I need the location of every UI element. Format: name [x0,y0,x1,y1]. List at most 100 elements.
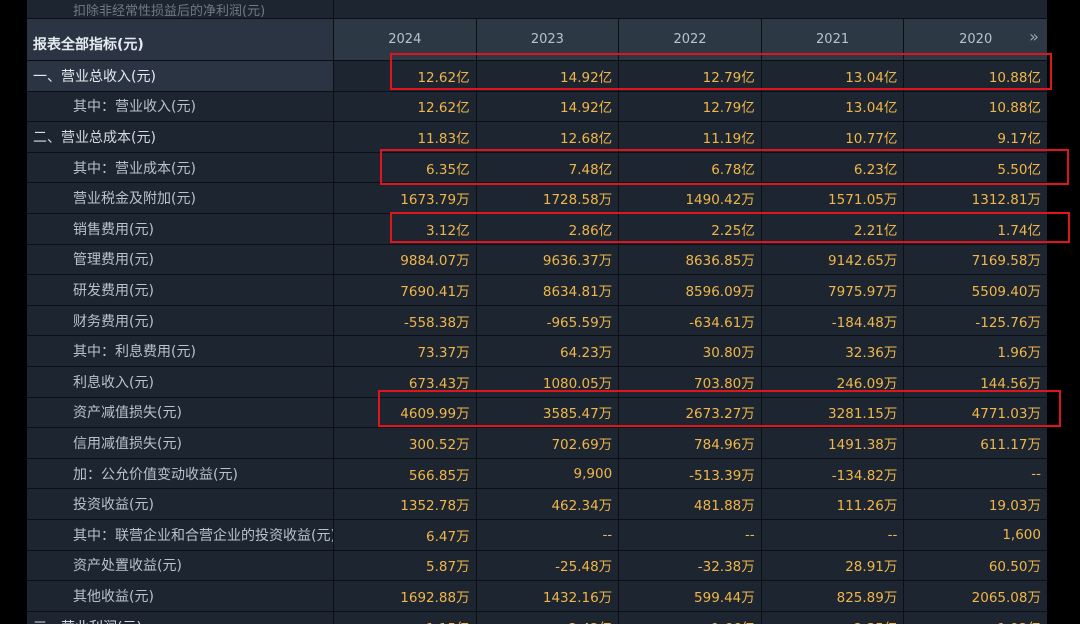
value-cell-2021: 28.91万 [762,550,905,581]
row-label: 资产减值损失(元) [27,397,334,428]
value-cell-2020: 1.96万 [997,345,1041,362]
row-label: 研发费用(元) [27,275,334,305]
value-cell-2024: 4609.99万 [334,397,477,428]
value-cell-2023: 64.23万 [477,336,620,366]
header-row: 报表全部指标(元) 2024 2023 2022 2021 2020 » [27,18,1047,60]
double-chevron-right-icon[interactable]: » [1029,27,1039,46]
value-cell-2021: 9142.65万 [762,244,905,275]
value-cell-2024: 7690.41万 [334,275,477,305]
value-cell-2020: 5509.40万 [971,283,1041,300]
year-header-2023[interactable]: 2023 [476,19,620,60]
value-cell-2020: -125.76万 [975,314,1041,331]
row-label: 管理费用(元) [27,244,334,275]
row-label: 其中：联营企业和合营企业的投资收益(元) [27,520,334,550]
table-row[interactable]: 资产减值损失(元) 4609.99万 3585.47万 2673.27万 3281.15… [27,396,1047,428]
value-cell-2022: 784.96万 [619,428,762,458]
value-cell-2022: 1.66亿 [619,611,762,624]
year-header-2024[interactable]: 2024 [334,19,477,60]
value-cell-2020: 7169.58万 [971,253,1041,270]
value-cell-2023: -965.59万 [477,305,620,336]
row-label: 其中：利息费用(元) [27,336,334,366]
value-cell-2021: 825.89万 [762,581,905,611]
value-cell-2024: 6.35亿 [334,152,477,183]
row-label: 其他收益(元) [27,581,334,611]
row-label: 利息收入(元) [27,367,334,397]
table-row[interactable]: 一、营业总收入(元) 12.62亿 14.92亿 12.79亿 13.04亿 10.88亿 [27,60,1047,91]
value-cell-2020: 10.88亿 [988,100,1041,117]
value-cell-2022: 6.78亿 [619,152,762,183]
table-title: 报表全部指标(元) [27,19,334,60]
table-row[interactable]: 研发费用(元) 7690.41万 8634.81万 8596.09万 7975.97万 5… [27,274,1047,305]
value-cell-2023: 3585.47万 [477,397,620,428]
value-cell-2021: -184.48万 [762,305,905,336]
value-cell-2020: 1,600 [1002,526,1041,543]
row-label: 二、营业总成本(元) [27,122,334,152]
year-header-2020-label: 2020 [959,32,993,47]
value-cell-2021: 3281.15万 [762,397,905,428]
table-row[interactable]: 财务费用(元) -558.38万 -965.59万 -634.61万 -184.48万 -… [27,304,1047,336]
income-statement-table: 扣除非经常性损益后的净利润(元) 报表全部指标(元) 2024 2023 202… [27,0,1047,624]
value-cell-2024: 12.62亿 [334,61,477,91]
table-row[interactable]: 管理费用(元) 9884.07万 9636.37万 8636.85万 9142.65万 7… [27,243,1047,275]
value-cell-2024: 1692.88万 [334,581,477,611]
value-cell-2022: -- [619,520,762,550]
value-cell-2024: 1673.79万 [334,183,477,213]
value-cell-2020: 2065.08万 [971,589,1041,606]
value-cell-2021: -- [762,520,905,550]
previous-row-partial: 扣除非经常性损益后的净利润(元) [27,0,1047,18]
table-row[interactable]: 其中：利息费用(元) 73.37万 64.23万 30.80万 32.36万 1.96万 [27,335,1047,366]
value-cell-2024: 300.52万 [334,428,477,458]
value-cell-2021: 13.04亿 [762,91,905,122]
value-cell-2021: 2.35亿 [762,611,905,624]
row-label: 加：公允价值变动收益(元) [27,458,334,489]
value-cell-2020: 5.50亿 [997,161,1041,178]
value-cell-2022: 12.79亿 [619,91,762,122]
table-row[interactable]: 三、营业利润(元)1.15亿2.42亿1.66亿2.35亿1.92亿 [27,610,1047,624]
value-cell-2024: 566.85万 [334,458,477,489]
value-cell-2021: -134.82万 [762,458,905,489]
value-cell-2024: 1.15亿 [334,611,477,624]
table-row[interactable]: 其他收益(元) 1692.88万 1432.16万 599.44万 825.89万 206… [27,580,1047,611]
table-row[interactable]: 销售费用(元) 3.12亿 2.86亿 2.25亿 2.21亿 1.74亿 [27,213,1047,244]
table-row[interactable]: 资产处置收益(元) 5.87万 -25.48万 -32.38万 28.91万 60.50万 [27,549,1047,581]
value-cell-2024: 9884.07万 [334,244,477,275]
value-cell-2022: 481.88万 [619,489,762,519]
value-cell-2020: 9.17亿 [997,130,1041,147]
table-row[interactable]: 利息收入(元) 673.43万 1080.05万 703.80万 246.09万 144.… [27,366,1047,397]
year-header-2022[interactable]: 2022 [619,19,762,60]
table-row[interactable]: 二、营业总成本(元) 11.83亿 12.68亿 11.19亿 10.77亿 9.17亿 [27,121,1047,152]
value-cell-2022: -634.61万 [619,305,762,336]
value-cell-2020: 611.17万 [980,436,1041,453]
year-header-2020[interactable]: 2020 » [904,19,1047,60]
table-row[interactable]: 其中：营业成本(元) 6.35亿 7.48亿 6.78亿 6.23亿 5.50亿 [27,151,1047,183]
value-cell-2021: 6.23亿 [762,152,905,183]
row-label: 营业税金及附加(元) [27,183,334,213]
table-row[interactable]: 其中：联营企业和合营企业的投资收益(元) 6.47万 -- -- -- 1,600 [27,519,1047,550]
value-cell-2022: -32.38万 [619,550,762,581]
row-label: 三、营业利润(元) [27,611,334,624]
value-cell-2022: 2673.27万 [619,397,762,428]
table-row[interactable]: 营业税金及附加(元) 1673.79万 1728.58万 1490.42万 1571.0… [27,182,1047,213]
value-cell-2024: 73.37万 [334,336,477,366]
value-cell-2022: 2.25亿 [619,214,762,244]
value-cell-2021: 32.36万 [762,336,905,366]
table-row[interactable]: 信用减值损失(元) 300.52万 702.69万 784.96万 1491.38万 61… [27,427,1047,458]
value-cell-2022: 30.80万 [619,336,762,366]
row-label: 销售费用(元) [27,214,334,244]
table-row[interactable]: 其中：营业收入(元) 12.62亿 14.92亿 12.79亿 13.04亿 10.88亿 [27,90,1047,122]
value-cell-2023: 2.42亿 [477,611,620,624]
table-row[interactable]: 投资收益(元) 1352.78万 462.34万 481.88万 111.26万 19.0… [27,488,1047,519]
year-header-2021[interactable]: 2021 [761,19,905,60]
row-label: 资产处置收益(元) [27,550,334,581]
value-cell-2023: 12.68亿 [477,122,620,152]
value-cell-2022: 703.80万 [619,367,762,397]
value-cell-2023: 9636.37万 [477,244,620,275]
table-row[interactable]: 加：公允价值变动收益(元) 566.85万 9,900 -513.39万 -134.82… [27,457,1047,489]
value-cell-2021: 10.77亿 [762,122,905,152]
value-cell-2024: 673.43万 [334,367,477,397]
row-label: 信用减值损失(元) [27,428,334,458]
row-label: 其中：营业收入(元) [27,91,334,122]
value-cell-2023: 702.69万 [477,428,620,458]
value-cell-2022: 1490.42万 [619,183,762,213]
value-cell-2021: 2.21亿 [762,214,905,244]
